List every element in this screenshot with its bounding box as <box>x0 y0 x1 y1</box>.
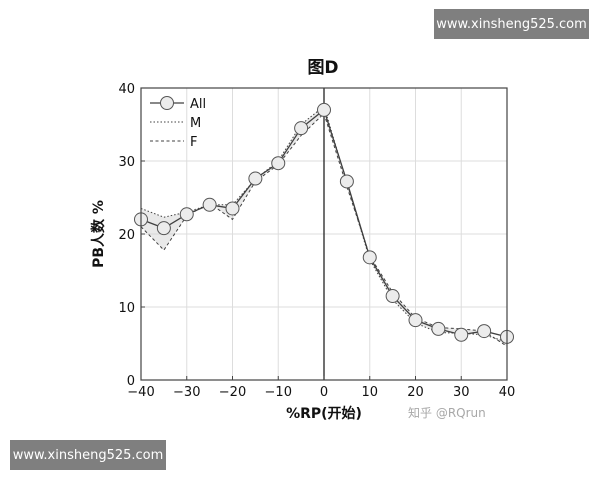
legend-marker-all <box>160 96 174 110</box>
data-point-all <box>385 289 400 304</box>
data-point-all <box>454 327 469 342</box>
y-tick-label: 40 <box>118 82 135 97</box>
data-point-all <box>362 250 377 265</box>
x-tick-label: −30 <box>173 385 200 400</box>
chart-title: 图D <box>307 58 338 78</box>
data-point-all <box>202 197 217 212</box>
x-tick-label: 20 <box>407 385 424 400</box>
watermark-bottom: www.xinsheng525.com <box>10 440 166 470</box>
y-tick-label: 10 <box>118 301 135 316</box>
data-point-all <box>248 171 263 186</box>
data-point-all <box>431 321 446 336</box>
x-tick-label: −20 <box>219 385 246 400</box>
data-point-all <box>477 324 492 339</box>
x-tick-label: −40 <box>127 385 154 400</box>
legend-label-all: All <box>190 97 206 112</box>
x-tick-label: −10 <box>265 385 292 400</box>
legend-label-f: F <box>190 135 197 150</box>
legend: All MF <box>150 96 206 150</box>
credit-watermark: 知乎 @RQrun <box>408 406 486 420</box>
x-axis-label: %RP(开始) <box>286 405 362 422</box>
data-point-all <box>317 102 331 117</box>
data-point-all <box>339 174 354 189</box>
data-point-all <box>225 201 240 216</box>
x-tick-label: 30 <box>453 385 470 400</box>
x-tick-label: 10 <box>361 385 378 400</box>
grid <box>140 87 508 381</box>
series-line-f <box>140 112 508 347</box>
series-markers <box>134 102 514 344</box>
watermark-top: www.xinsheng525.com <box>434 9 589 39</box>
x-tick-label: 0 <box>320 385 328 400</box>
y-tick-label: 0 <box>127 374 135 389</box>
series-line-m <box>140 105 508 343</box>
data-point-all <box>271 156 286 171</box>
axis-ticks: −40 −30 −20 −10 0 10 20 30 40 0 10 20 30 40 <box>118 82 515 400</box>
data-point-all <box>408 313 423 328</box>
y-tick-label: 30 <box>118 155 135 170</box>
data-point-all <box>179 207 194 222</box>
y-tick-label: 20 <box>118 228 135 243</box>
legend-label-m: M <box>190 116 201 131</box>
data-point-all <box>156 221 171 236</box>
data-point-all <box>294 121 309 136</box>
y-axis-label: PB人数 % <box>90 200 107 268</box>
x-tick-label: 40 <box>499 385 516 400</box>
